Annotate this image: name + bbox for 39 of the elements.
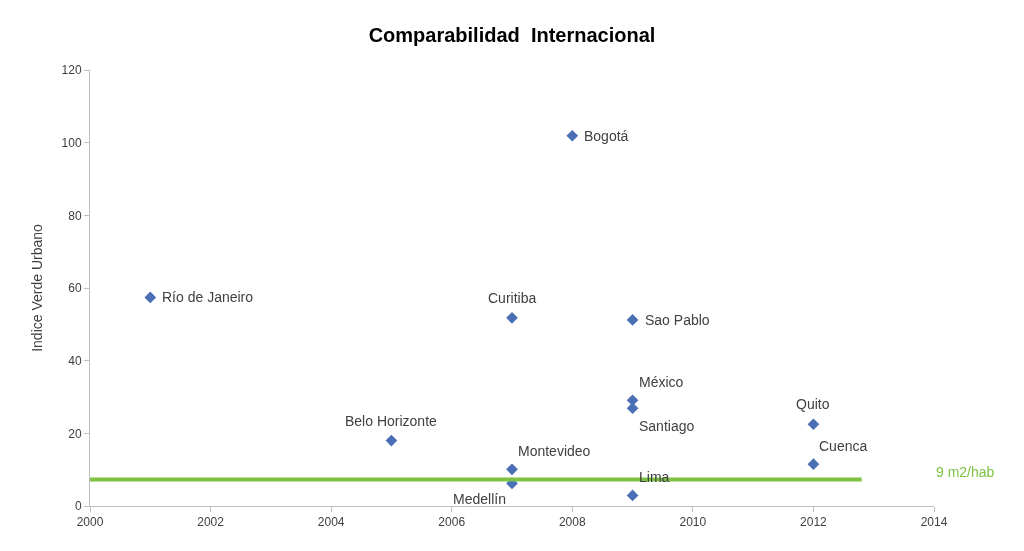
- annotation: Medellín: [453, 491, 506, 507]
- x-tick-label: 2000: [76, 515, 104, 530]
- annotation: Santiago: [639, 418, 695, 434]
- annotation: Curitiba: [488, 290, 537, 306]
- point: [566, 129, 579, 142]
- x-tick-label: 2002: [197, 515, 225, 530]
- y-tick-label: 80: [68, 208, 82, 223]
- annotation: Lima: [639, 469, 670, 485]
- annotation: Cuenca: [819, 438, 868, 454]
- annotation: Montevideo: [518, 443, 591, 459]
- annotation: Belo Horizonte: [345, 413, 438, 429]
- annotation: México: [639, 374, 684, 390]
- y-tick-label: 20: [68, 426, 82, 441]
- annotation: Bogotá: [584, 128, 629, 144]
- y-tick-label: 120: [61, 63, 82, 78]
- x-tick-label: 2014: [920, 515, 948, 530]
- y-tick-label: 0: [74, 499, 82, 514]
- point: [506, 311, 518, 324]
- point: [807, 458, 820, 471]
- point: [626, 314, 639, 326]
- point: [807, 418, 820, 431]
- chart-title: Comparabilidad Internacional: [368, 23, 656, 46]
- x-tick-label: 2012: [800, 515, 828, 530]
- x-tick-label: 2006: [438, 515, 466, 530]
- annotation: Quito: [796, 396, 830, 412]
- y-tick-label: 40: [68, 353, 82, 368]
- annotation: Sao Pablo: [645, 312, 710, 328]
- point: [144, 291, 157, 304]
- point: [626, 489, 639, 502]
- x-tick-label: 2010: [679, 515, 707, 530]
- x-tick-label: 2004: [317, 515, 345, 530]
- y-tick-label: 100: [61, 135, 82, 150]
- ref-line-label: 9 m2/hab: [936, 464, 995, 480]
- y-tick-label: 60: [68, 281, 82, 296]
- point: [385, 434, 398, 447]
- x-tick-label: 2008: [558, 515, 586, 530]
- annotation: Río de Janeiro: [162, 289, 254, 305]
- point: [506, 463, 518, 476]
- y-axis-title: Indice Verde Urbano: [29, 223, 46, 352]
